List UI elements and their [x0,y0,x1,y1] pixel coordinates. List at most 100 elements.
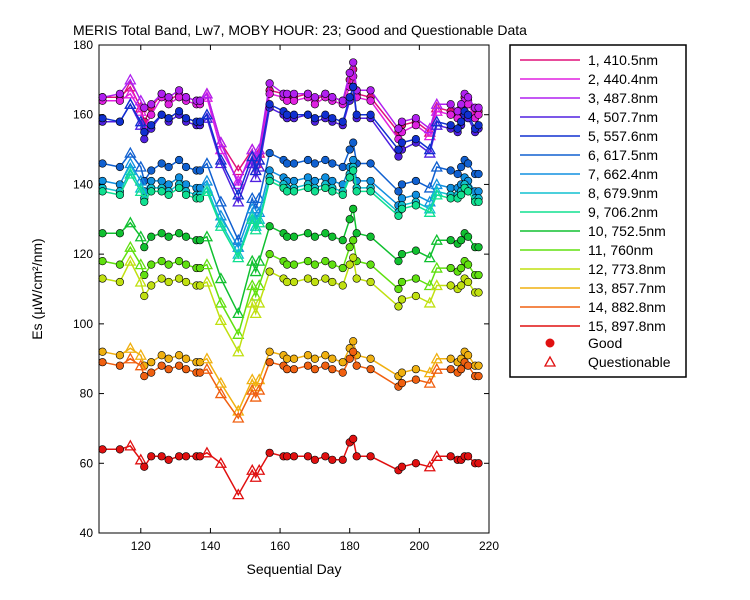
good-point [140,103,149,112]
y-tick-label: 180 [73,38,93,52]
questionable-point [246,143,259,155]
questionable-point [214,219,227,231]
good-point [397,379,407,388]
good-point [338,236,347,245]
good-point [265,222,274,231]
questionable-point [246,383,259,395]
questionable-point [232,488,245,500]
good-point [457,162,466,172]
good-point [310,100,319,109]
good-point [338,117,347,126]
good-point [140,372,149,381]
good-point [464,232,473,241]
questionable-point [430,178,443,190]
good-point [195,96,205,105]
plot-frame [98,44,490,534]
good-point [328,114,337,123]
good-point [282,159,292,168]
good-point [338,455,347,464]
good-point [464,277,473,287]
questionable-point [253,153,266,165]
good-point [345,145,354,154]
good-point [411,375,420,384]
good-point [349,138,358,147]
questionable-point [249,307,262,319]
legend-label-4: 4, 507.7nm [588,109,658,125]
questionable-point [124,87,137,99]
good-point [411,135,420,144]
good-point [98,187,107,196]
legend-label-14: 14, 882.8nm [588,299,666,315]
x-axis-label: Sequential Day [247,561,342,577]
good-point [397,138,407,147]
good-point [474,270,483,280]
good-point [98,93,107,102]
good-point [164,365,173,374]
questionable-point [214,376,227,388]
good-point [352,187,361,196]
good-point [164,93,173,102]
good-point [115,96,124,105]
good-point [457,117,466,126]
questionable-point [124,97,137,109]
y-tick-label: 140 [73,177,93,191]
questionable-point [124,73,137,85]
questionable-point [423,460,436,472]
good-point [310,260,319,269]
good-point [345,260,354,269]
good-point [464,452,473,461]
good-point [411,121,420,130]
questionable-point [430,118,443,130]
good-point [464,260,473,269]
good-point [181,93,191,102]
good-point [474,103,483,112]
good-point [411,365,420,374]
good-point [310,354,319,363]
good-point [394,187,403,196]
good-point [265,79,274,88]
good-point [164,260,173,269]
good-point [181,162,191,172]
good-point [349,58,358,67]
good-point [174,257,184,266]
questionable-point [232,178,245,190]
questionable-point [214,296,227,308]
questionable-point [200,446,214,458]
good-point [265,148,274,158]
questionable-point [200,362,214,374]
legend-label-9: 9, 706.2nm [588,204,658,220]
good-point [394,124,403,133]
questionable-point [214,195,227,207]
questionable-point [124,439,137,451]
good-point [349,434,358,443]
good-point [446,281,455,290]
good-point [394,302,403,311]
good-point [174,274,184,283]
good-point [349,82,358,91]
good-point [394,145,403,154]
good-point [321,229,330,238]
questionable-point [124,157,137,169]
good-point [474,187,483,196]
questionable-point [134,94,147,106]
questionable-point [200,352,214,364]
questionable-point [134,115,147,127]
plot-area [98,58,483,500]
good-point [366,260,375,269]
questionable-point [134,160,147,172]
legend-box [509,44,687,378]
good-point [345,354,354,363]
good-point [310,93,319,102]
good-point [164,354,173,363]
x-tick-label: 120 [131,539,151,553]
good-point [345,93,354,102]
good-point [140,197,149,206]
good-point [338,190,347,199]
good-point [140,243,149,252]
good-point [174,229,184,238]
good-point [474,169,483,179]
good-point [464,351,473,360]
questionable-point [232,251,245,263]
good-point [321,274,330,283]
good-point [349,155,358,165]
